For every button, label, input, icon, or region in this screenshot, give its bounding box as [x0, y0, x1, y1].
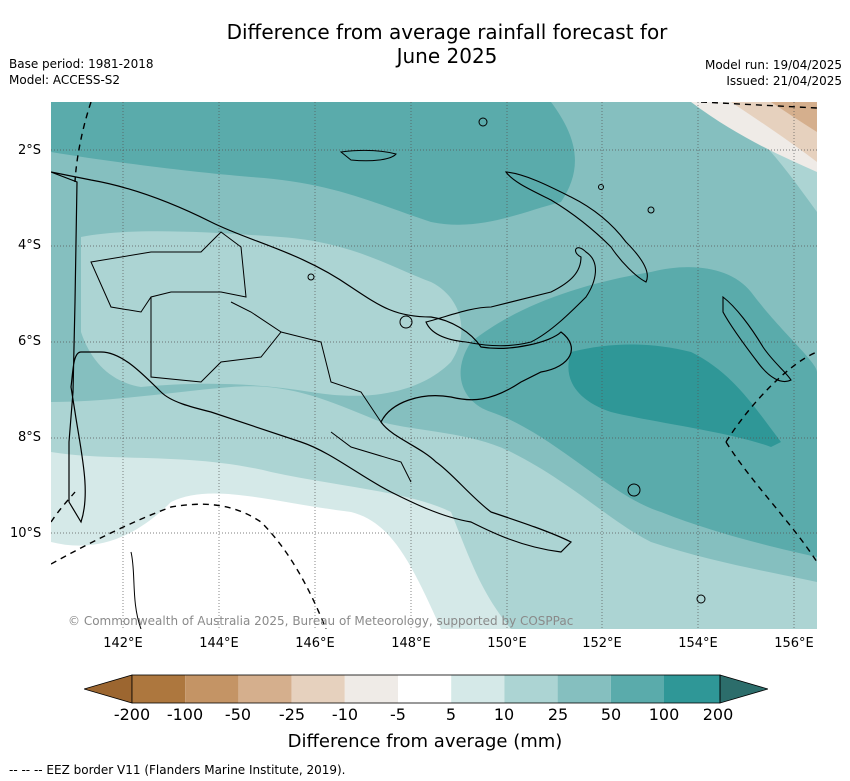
- cb-tick-50: 50: [600, 705, 622, 724]
- band-10-25-inner: [81, 231, 462, 396]
- meta-left: Base period: 1981-2018 Model: ACCESS-S2: [9, 56, 154, 88]
- new-ireland-outline: [504, 171, 648, 283]
- lon-label-144e: 144°E: [199, 636, 239, 651]
- lon-label-154e: 154°E: [678, 636, 718, 651]
- lat-label-10s: 10°S: [10, 526, 42, 541]
- colorbar-arrow-low: [84, 674, 133, 704]
- title-line-2: June 2025: [396, 44, 498, 68]
- lon-label-148e: 148°E: [391, 636, 431, 651]
- bougainville-outline: [722, 295, 792, 382]
- lat-label-8s: 8°S: [18, 430, 42, 445]
- map-title: Difference from average rainfall forecas…: [0, 20, 850, 68]
- lon-label-142e: 142°E: [103, 636, 143, 651]
- model-run: Model run: 19/04/2025: [704, 58, 842, 72]
- band-50-100-north: [51, 102, 575, 225]
- colorbar-seg-3: [238, 675, 292, 703]
- colorbar: [84, 674, 768, 704]
- colorbar-label: Difference from average (mm): [287, 731, 563, 752]
- cb-tick-100: 100: [648, 705, 680, 724]
- lon-label-150e: 150°E: [487, 636, 527, 651]
- cb-tick-25: 25: [547, 705, 569, 724]
- cb-tick-neg200: -200: [113, 705, 151, 724]
- band-100-200: [568, 344, 781, 447]
- colorbar-frame: [131, 674, 721, 704]
- lat-label-2s: 2°S: [18, 143, 42, 158]
- map-area: [51, 102, 817, 629]
- colorbar-seg-7: [451, 675, 505, 703]
- band-neutral-sw: [51, 493, 441, 629]
- copyright-notice: © Commonwealth of Australia 2025, Bureau…: [68, 614, 574, 628]
- base-period: Base period: 1981-2018: [9, 57, 154, 71]
- model-name: Model: ACCESS-S2: [9, 73, 121, 87]
- cb-tick-200: 200: [702, 705, 734, 724]
- issued-date: Issued: 21/04/2025: [726, 74, 842, 88]
- manus-island-outline: [339, 149, 397, 162]
- small-islands: [307, 117, 706, 604]
- cape-york-outline: [130, 551, 142, 629]
- colorbar-seg-6: [398, 675, 452, 703]
- lon-label-146e: 146°E: [295, 636, 335, 651]
- eez-border-note: -- -- -- EEZ border V11 (Flanders Marine…: [9, 763, 346, 777]
- colorbar-seg-8: [504, 675, 558, 703]
- gridlines: [51, 102, 817, 629]
- colorbar-seg-11: [664, 675, 720, 703]
- lat-label-6s: 6°S: [18, 334, 42, 349]
- lat-label-4s: 4°S: [18, 238, 42, 253]
- colorbar-arrow-high: [719, 674, 768, 704]
- colorbar-seg-4: [291, 675, 345, 703]
- cb-tick-10: 10: [493, 705, 515, 724]
- cb-tick-neg5: -5: [390, 705, 406, 724]
- lon-label-152e: 152°E: [582, 636, 622, 651]
- png-mainland-outline: [51, 171, 573, 553]
- cb-tick-neg10: -10: [331, 705, 359, 724]
- colorbar-seg-2: [185, 675, 239, 703]
- map-svg: [51, 102, 817, 629]
- colorbar-seg-10: [610, 675, 664, 703]
- title-line-1: Difference from average rainfall forecas…: [226, 20, 668, 44]
- colorbar-seg-9: [557, 675, 611, 703]
- colorbar-seg-1: [132, 675, 186, 703]
- meta-right: Model run: 19/04/2025 Issued: 21/04/2025: [705, 57, 842, 89]
- eez-borders: [51, 102, 817, 629]
- cb-tick-neg100: -100: [166, 705, 204, 724]
- lon-label-156e: 156°E: [774, 636, 814, 651]
- colorbar-seg-5: [344, 675, 398, 703]
- cb-tick-5: 5: [445, 705, 457, 724]
- province-borders: [90, 231, 412, 483]
- cb-tick-neg50: -50: [224, 705, 252, 724]
- cb-tick-neg25: -25: [278, 705, 306, 724]
- new-britain-outline: [425, 247, 596, 347]
